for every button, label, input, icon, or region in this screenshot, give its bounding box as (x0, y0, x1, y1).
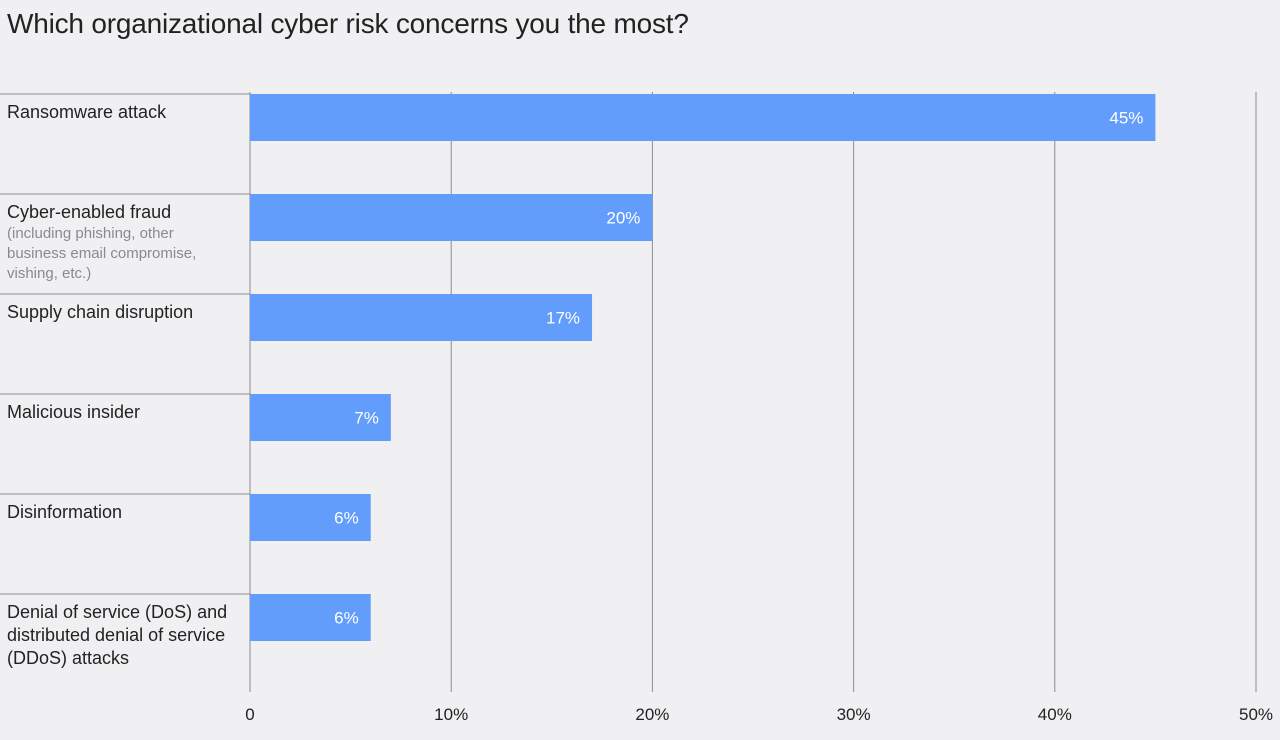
bar-value-label: 20% (606, 209, 640, 228)
x-tick-label: 0 (245, 705, 254, 724)
x-tick-label: 40% (1038, 705, 1072, 724)
category-label-text: Cyber-enabled fraud (7, 202, 172, 222)
bar-value-label: 17% (546, 309, 580, 328)
x-tick-label: 50% (1239, 705, 1273, 724)
bar-value-label: 6% (334, 509, 359, 528)
bar-value-label: 7% (354, 409, 379, 428)
x-tick-label: 10% (434, 705, 468, 724)
category-label: Denial of service (DoS) and distributed … (7, 601, 237, 670)
x-tick-label: 20% (635, 705, 669, 724)
category-label-text: Supply chain disruption (7, 302, 194, 322)
category-label-text: Disinformation (7, 502, 123, 522)
bar-value-label: 6% (334, 609, 359, 628)
category-label-text: Ransomware attack (7, 102, 167, 122)
category-label: Supply chain disruption (7, 301, 237, 324)
bar (250, 294, 593, 341)
category-label: Ransomware attack (7, 101, 237, 124)
chart-title: Which organizational cyber risk concerns… (7, 8, 689, 39)
x-tick-label: 30% (837, 705, 871, 724)
category-label-text: Denial of service (DoS) and distributed … (7, 602, 228, 668)
bar (250, 494, 371, 541)
bar (250, 394, 391, 441)
category-label: Malicious insider (7, 401, 237, 424)
category-label-text: Malicious insider (7, 402, 141, 422)
bar (250, 94, 1156, 141)
bar-value-label: 45% (1109, 109, 1143, 128)
category-sublabel-text: (including phishing, other business emai… (7, 225, 197, 282)
bar (250, 594, 371, 641)
category-label: Disinformation (7, 501, 237, 524)
category-label: Cyber-enabled fraud (including phishing, … (7, 201, 237, 284)
bar (250, 194, 653, 241)
